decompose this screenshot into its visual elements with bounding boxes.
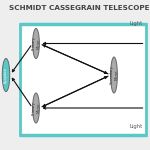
Bar [20,24,146,135]
Ellipse shape [111,57,117,93]
Text: SCHMIDT CASSEGRAIN TELESCOPE: SCHMIDT CASSEGRAIN TELESCOPE [9,5,150,11]
Ellipse shape [33,28,39,58]
Ellipse shape [33,93,39,123]
Text: Primary
Mirror: Primary Mirror [32,101,40,115]
Ellipse shape [2,58,10,92]
Text: Eyepiece: Eyepiece [4,67,8,83]
Text: Light: Light [130,21,143,26]
Text: Secondary
Mirror: Secondary Mirror [110,66,118,84]
Text: Light: Light [130,124,143,129]
Text: Primary
Mirror: Primary Mirror [32,37,40,50]
